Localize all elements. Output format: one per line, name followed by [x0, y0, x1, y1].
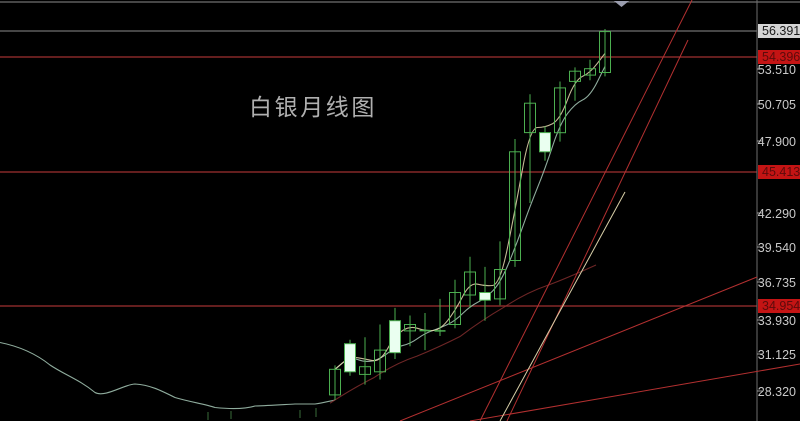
svg-text:白银月线图: 白银月线图: [249, 94, 377, 120]
